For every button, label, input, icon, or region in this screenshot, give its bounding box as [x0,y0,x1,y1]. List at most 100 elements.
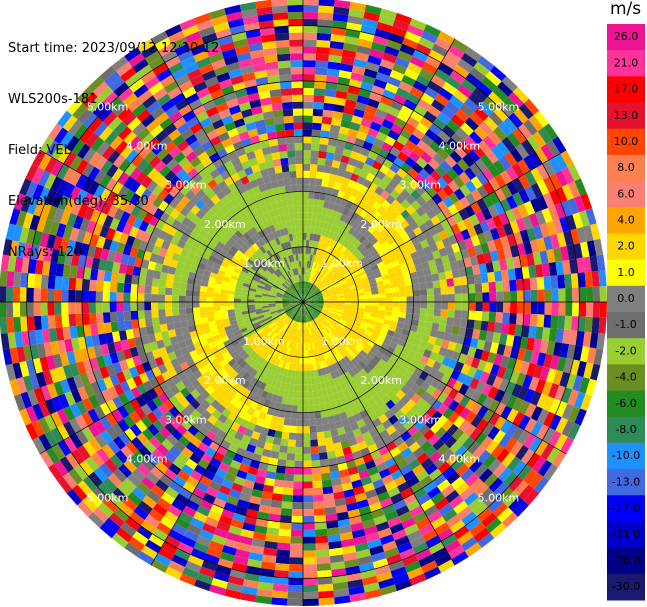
velocity-cell [323,319,330,326]
velocity-cell [431,204,443,216]
velocity-cell [430,378,441,389]
velocity-cell [303,343,306,351]
velocity-cell [291,515,303,524]
velocity-cell [502,368,514,382]
velocity-cell [394,327,404,335]
velocity-cell [464,386,476,399]
velocity-cell [321,207,329,216]
velocity-cell [192,290,200,297]
velocity-cell [492,86,509,102]
velocity-cell [511,162,525,178]
velocity-cell [403,369,414,380]
velocity-cell [344,250,352,259]
velocity-cell [303,253,306,261]
velocity-cell [586,347,597,364]
velocity-cell [357,310,365,315]
velocity-cell [290,418,297,427]
velocity-cell [315,306,323,310]
velocity-cell [384,310,393,317]
velocity-cell [459,196,471,209]
velocity-cell [303,246,306,254]
velocity-cell [332,203,341,212]
velocity-cell [434,68,450,82]
velocity-cell [410,110,424,123]
velocity-cell [390,26,407,38]
velocity-cell [326,283,333,289]
velocity-cell [336,83,349,93]
velocity-cell [359,169,369,179]
velocity-cell [342,388,351,397]
velocity-cell [336,324,344,331]
velocity-cell [303,274,305,282]
velocity-cell [556,356,567,372]
velocity-cell [585,286,594,302]
velocity-cell [320,286,327,292]
velocity-cell [513,500,529,517]
velocity-cell [328,131,339,140]
velocity-cell [320,250,326,258]
velocity-cell [567,163,581,182]
velocity-cell [442,81,458,96]
velocity-cell [295,433,303,441]
velocity-cell [490,363,501,377]
velocity-cell [524,403,537,419]
velocity-cell [395,380,406,390]
velocity-cell [572,302,580,317]
velocity-cell [308,314,313,321]
velocity-cell [406,92,421,105]
velocity-cell [480,350,490,362]
velocity-cell [517,123,533,140]
velocity-cell [413,295,421,302]
velocity-cell [311,240,316,248]
velocity-cell [220,302,228,307]
velocity-cell [337,303,345,307]
velocity-cell [591,317,600,334]
velocity-cell [322,307,330,311]
velocity-cell [498,101,514,118]
velocity-cell [378,346,387,355]
velocity-cell [577,316,586,332]
velocity-cell [403,323,412,331]
velocity-cell [477,232,487,245]
velocity-cell [389,353,399,363]
velocity-cell [459,276,468,286]
velocity-cell [403,273,412,281]
velocity-cell [356,254,365,262]
velocity-cell [326,75,339,84]
velocity-cell [345,29,361,39]
velocity-cell [26,287,34,302]
velocity-cell [330,294,338,298]
velocity-cell [353,108,365,119]
velocity-cell [54,314,63,328]
velocity-cell [364,4,382,16]
velocity-cell [534,440,549,457]
velocity-cell [337,236,345,245]
velocity-cell [500,235,510,249]
velocity-cell [487,163,501,178]
velocity-cell [465,398,477,412]
velocity-cell [533,476,549,494]
velocity-cell [415,387,426,398]
velocity-cell [334,146,345,156]
velocity-cell [397,280,406,287]
velocity-cell [347,194,357,204]
velocity-cell [423,110,438,124]
velocity-cell [516,302,525,314]
velocity-cell [508,475,524,492]
velocity-cell [171,295,179,302]
velocity-cell [425,535,442,549]
velocity-cell [520,139,535,156]
velocity-cell [551,302,559,316]
velocity-cell [308,292,314,298]
velocity-cell [309,177,316,186]
velocity-cell [488,412,501,427]
velocity-cell [379,95,393,107]
velocity-cell [363,11,380,22]
velocity-cell [493,159,506,175]
velocity-cell [358,124,370,135]
velocity-cell [458,208,470,221]
velocity-cell [355,333,363,340]
velocity-cell [403,173,414,184]
velocity-cell [303,232,307,240]
velocity-cell [473,368,484,381]
